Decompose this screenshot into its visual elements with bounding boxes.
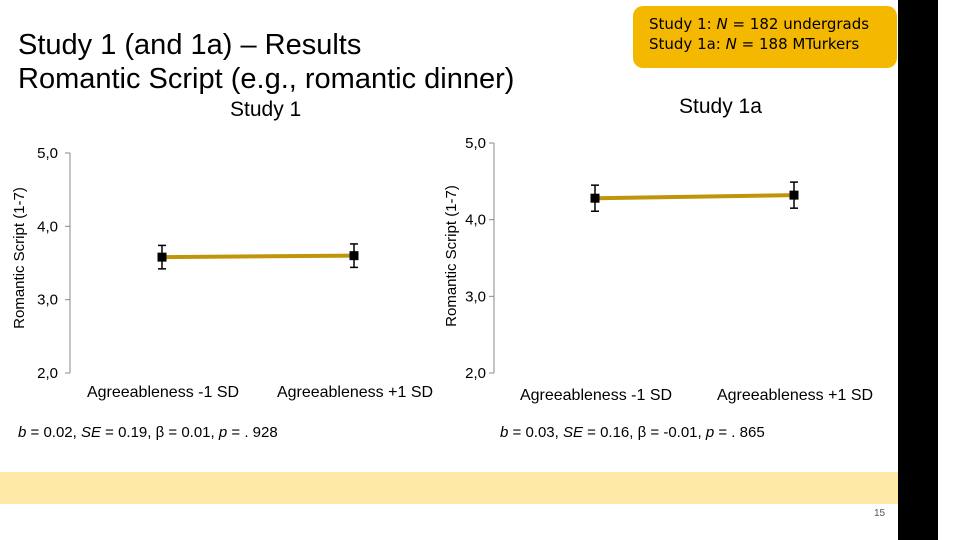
y-tick-label: 5,0	[37, 145, 58, 162]
data-point	[789, 190, 799, 200]
y-tick-label: 3,0	[465, 288, 486, 305]
series-line	[594, 193, 795, 201]
badge-line1: Study 1: N = 182 undergrads	[649, 15, 870, 33]
category-label: Agreeableness -1 SD	[87, 384, 239, 401]
series-line	[161, 253, 355, 260]
category-label: Agreeableness -1 SD	[520, 387, 672, 404]
y-tick-label: 4,0	[37, 218, 58, 235]
footer-band	[0, 472, 898, 504]
y-tick-label: 3,0	[37, 292, 58, 309]
slide-title-line1: Study 1 (and 1a) – Results	[18, 29, 362, 61]
slide-title-line2: Romantic Script (e.g., romantic dinner)	[18, 63, 515, 95]
chart-title-study1a: Study 1a	[679, 95, 762, 118]
y-tick-label: 2,0	[465, 365, 486, 382]
stat-line-study1: b = 0.02, SE = 0.19, β = 0.01, p = . 928	[18, 424, 278, 441]
stat-line-study1a: b = 0.03, SE = 0.16, β = -0.01, p = . 86…	[500, 424, 765, 441]
right-edge-bar	[898, 0, 938, 540]
badge-line2: Study 1a: N = 188 MTurkers	[649, 35, 860, 53]
data-point	[590, 193, 600, 203]
y-axis-label: Romantic Script (1-7)	[11, 187, 28, 329]
y-tick-label: 4,0	[465, 212, 486, 229]
y-tick-label: 5,0	[465, 135, 486, 152]
chart-title-study1: Study 1	[230, 98, 302, 121]
data-point	[157, 252, 167, 262]
sample-size-badge: Study 1: N = 182 undergrads Study 1a: N …	[633, 6, 897, 68]
category-label: Agreeableness +1 SD	[717, 387, 873, 404]
slide-title: Study 1 (and 1a) – Results Romantic Scri…	[18, 28, 514, 96]
y-axis-label: Romantic Script (1-7)	[443, 185, 460, 327]
data-point	[349, 251, 359, 261]
category-label: Agreeableness +1 SD	[277, 384, 433, 401]
y-tick-label: 2,0	[37, 365, 58, 382]
page-number: 15	[874, 508, 886, 519]
